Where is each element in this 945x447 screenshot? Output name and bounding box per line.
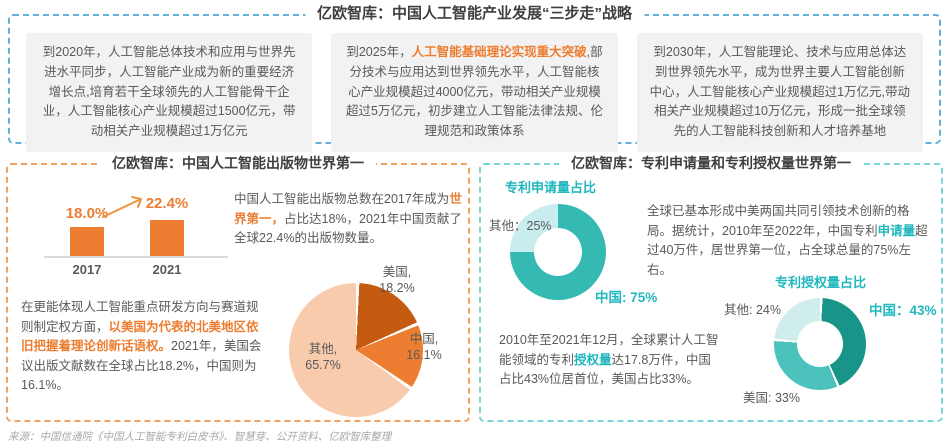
milestone-2025-suffix: ,部分技术与应用达到世界领先水平，人工智能核心产业规模超过4000亿元，带动相关… [346, 45, 603, 138]
milestone-2025-highlight: 人工智能基础理论实现重大突破 [411, 45, 587, 59]
patent-grant-suffix: 达17.8万件，中国占比43%位居首位，美国占比33%。 [499, 352, 711, 387]
patent-grant-paragraph: 2010年至2021年12月，全球累计人工智能领域的专利授权量达17.8万件，中… [499, 331, 723, 390]
publications-section-title: 亿欧智库：中国人工智能出版物世界第一 [100, 153, 376, 173]
publications-paragraph-text: 中国人工智能出版物总数在2017年成为 [234, 192, 450, 206]
patent-application-paragraph: 全球已基本形成中美两国共同引领技术创新的格局。据统计，2010年至2022年，中… [647, 202, 929, 280]
patent-grant-highlight: 授权量 [574, 352, 612, 367]
pie-label-us-name: 美国, [382, 265, 412, 279]
pie-label-china-value: 16.1% [406, 347, 442, 362]
pie-label-china-name: 中国, [409, 332, 439, 346]
donut2-label-us: 美国: 33% [743, 391, 800, 405]
publications-paragraph-suffix: 占比达18%，2021年中国贡献了全球22.4%的出版物数量。 [234, 211, 462, 246]
patent-application-suffix: 超过40万件，居世界第一位，占全球总量的75%左右。 [647, 223, 928, 277]
donut1-label-china: 中国: 75% [595, 290, 658, 305]
patent-grant-donut [774, 298, 866, 390]
pie-label-us-value: 18.2% [379, 280, 415, 295]
pie-label-other-value: 65.7% [305, 357, 341, 372]
year-label-2017: 2017 [72, 262, 102, 277]
conference-paragraph-highlight: 以美国为代表的北美地区依旧把握着理论创新话语权。 [21, 319, 259, 354]
bar-2021 [150, 220, 184, 256]
year-label-2021: 2021 [152, 262, 182, 277]
patent-application-donut [510, 204, 606, 300]
pie-label-other-name: 其他, [308, 342, 338, 356]
milestone-box-2020: 到2020年，人工智能总体技术和应用与世界先进水平同步，人工智能产业成为新的重要… [26, 33, 313, 152]
donut2-label-china: 中国：43% [869, 303, 937, 318]
donut1-label-other: 其他：25% [489, 219, 552, 233]
pie-label-us: 美国, 18.2% [360, 265, 434, 296]
patent-application-donut-title: 专利申请量占比 [505, 180, 597, 195]
patent-application-text: 全球已基本形成中美两国共同引领技术创新的格局。据统计，2010年至2022年，中… [647, 204, 910, 238]
conference-paragraph-suffix: 2021年，美国会议出版文献数在全球占比18.2%，中国则为16.1%。 [21, 339, 262, 392]
milestone-2025-text: 到2025年， [346, 45, 412, 59]
bar-value-2021: 22.4% [145, 195, 189, 212]
publications-section: 亿欧智库：中国人工智能出版物世界第一 18.0% 22.4% 2017 2021… [6, 153, 470, 422]
milestone-2030-text: 到2030年，人工智能理论、技术与应用总体达到世界领先水平，成为世界主要人工智能… [649, 45, 911, 138]
patents-section: 亿欧智库：专利申请量和专利授权量世界第一 专利申请量占比 其他：25% 中国: … [479, 153, 943, 422]
publications-bar-chart: 18.0% 22.4% 2017 2021 [38, 180, 238, 292]
strategy-section: 亿欧智库：中国人工智能产业发展“三步走”战略 到2020年，人工智能总体技术和应… [8, 4, 941, 152]
increase-arrow-icon [102, 196, 142, 218]
milestone-box-2030: 到2030年，人工智能理论、技术与应用总体达到世界领先水平，成为世界主要人工智能… [636, 33, 923, 152]
conference-paragraph: 在更能体现人工智能重点研发方向与赛道规则制定权方面，以美国为代表的北美地区依旧把… [21, 298, 269, 396]
milestone-boxes: 到2020年，人工智能总体技术和应用与世界先进水平同步，人工智能产业成为新的重要… [26, 33, 923, 152]
donut2-label-other: 其他: 24% [724, 303, 781, 317]
strategy-section-title: 亿欧智库：中国人工智能产业发展“三步走”战略 [304, 4, 645, 24]
bar-value-2017: 18.0% [65, 205, 109, 222]
pie-label-china: 中国, 16.1% [388, 332, 460, 363]
source-footer: 来源：中国信通院《中国人工智能专利白皮书》、智慧芽、公开资料、亿欧智库整理 [8, 431, 392, 443]
milestone-2020-text: 到2020年，人工智能总体技术和应用与世界先进水平同步，人工智能产业成为新的重要… [42, 45, 296, 138]
conference-paragraph-text: 在更能体现人工智能重点研发方向与赛道规则制定权方面， [21, 300, 259, 334]
patent-grant-text: 2010年至2021年12月，全球累计人工智能领域的专利 [499, 333, 719, 367]
pie-label-other: 其他, 65.7% [288, 342, 358, 373]
bar-2017 [70, 227, 104, 256]
milestone-box-2025: 到2025年，人工智能基础理论实现重大突破,部分技术与应用达到世界领先水平，人工… [331, 33, 618, 152]
patent-grant-donut-title: 专利授权量占比 [775, 275, 867, 290]
patent-application-highlight: 申请量 [877, 223, 916, 238]
publications-paragraph-highlight: 世界第一， [234, 192, 462, 226]
publications-pie-chart [289, 283, 423, 417]
patents-section-title: 亿欧智库：专利申请量和专利授权量世界第一 [559, 153, 863, 173]
bar-plot-area: 18.0% 22.4% [44, 188, 228, 258]
publications-paragraph: 中国人工智能出版物总数在2017年成为世界第一，占比达18%，2021年中国贡献… [234, 190, 468, 249]
